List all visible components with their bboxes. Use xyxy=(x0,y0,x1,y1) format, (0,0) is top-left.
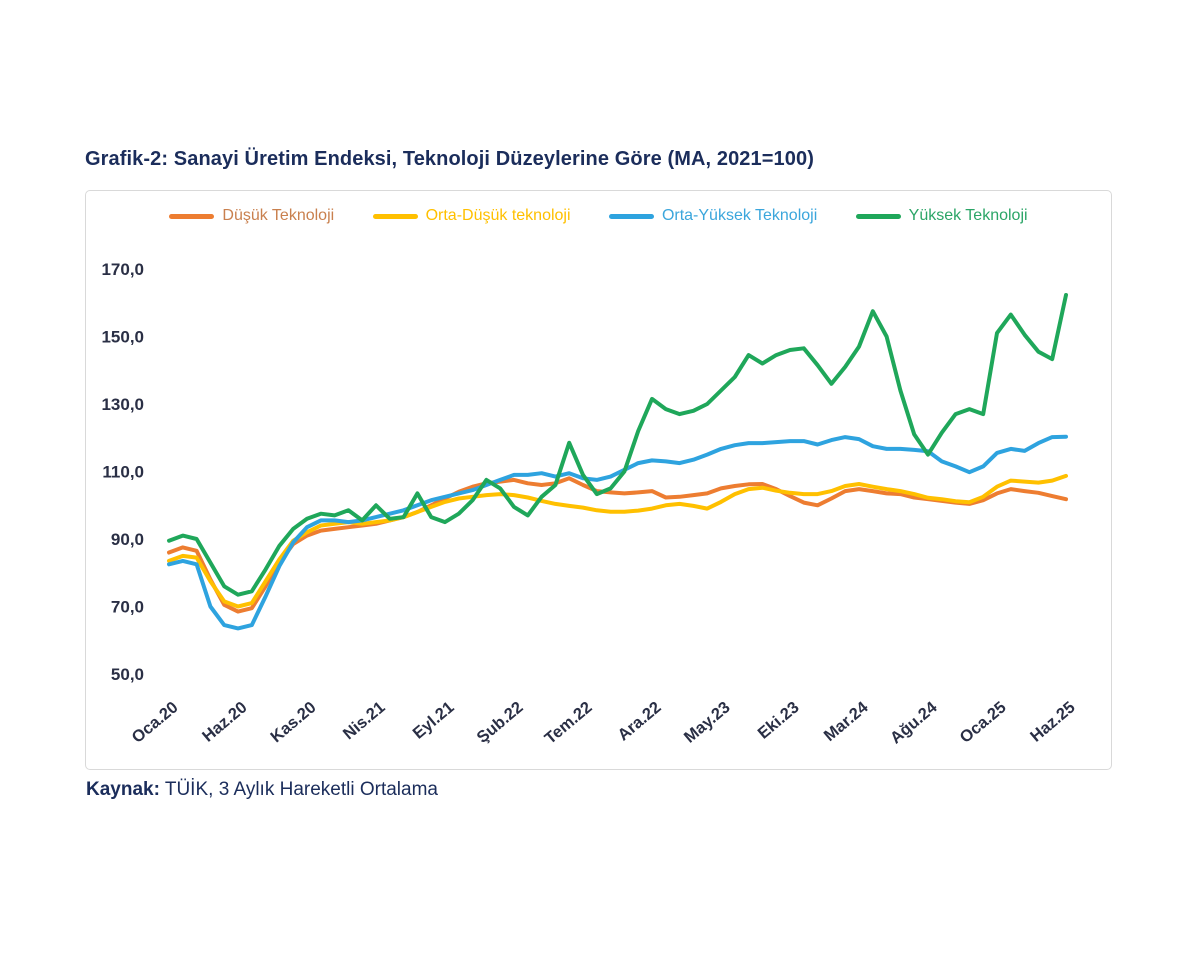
chart-legend: Düşük Teknoloji Orta-Düşük teknoloji Orta-… xyxy=(86,207,1111,225)
x-tick-label: Ara.22 xyxy=(614,698,664,744)
x-tick-label: Haz.25 xyxy=(1027,698,1079,745)
x-tick-label: May.23 xyxy=(681,698,734,746)
y-tick-label: 170,0 xyxy=(101,260,144,279)
x-tick-label: Tem.22 xyxy=(541,698,595,748)
source-text: TÜİK, 3 Aylık Hareketli Ortalama xyxy=(159,779,438,800)
source-label: Kaynak: xyxy=(86,779,160,800)
page-title: Grafik-2: Sanayi Üretim Endeksi, Teknolo… xyxy=(85,148,814,170)
legend-swatch-icon xyxy=(855,213,901,219)
series-line-d-k-teknoloji xyxy=(167,476,1068,614)
x-tick-label: Haz.20 xyxy=(199,698,251,745)
series-line-y-ksek-teknoloji xyxy=(167,293,1068,597)
x-tick-label: Ağu.24 xyxy=(887,698,941,748)
y-tick-label: 50,0 xyxy=(111,665,144,684)
x-tick-label: Kas.20 xyxy=(267,698,319,746)
y-tick-label: 110,0 xyxy=(102,463,144,482)
series-line-orta-d-k-teknoloji xyxy=(167,473,1068,609)
y-tick-label: 70,0 xyxy=(111,598,144,617)
legend-swatch-icon xyxy=(169,213,215,219)
legend-swatch-icon xyxy=(372,213,418,219)
y-tick-label: 150,0 xyxy=(101,328,144,347)
x-tick-label: Mar.24 xyxy=(821,698,873,745)
legend-item-y-ksek-teknoloji: Yüksek Teknoloji xyxy=(855,207,1028,225)
legend-label: Yüksek Teknoloji xyxy=(908,207,1028,224)
series-line-orta-y-ksek-teknoloji xyxy=(167,434,1068,631)
legend-item-orta-y-ksek-teknoloji: Orta-Yüksek Teknoloji xyxy=(608,207,818,225)
y-tick-label: 130,0 xyxy=(101,395,144,414)
y-tick-label: 90,0 xyxy=(111,530,144,549)
legend-label: Orta-Yüksek Teknoloji xyxy=(661,207,818,224)
x-tick-label: Oca.25 xyxy=(957,698,1010,747)
chart-canvas: 170,0 150,0 130,0 110,0 90,0 70,0 50,0 Oca.20 Ha… xyxy=(101,260,1079,748)
x-tick-label: Eki.23 xyxy=(754,698,802,742)
source-note: Kaynak: TÜİK, 3 Aylık Hareketli Ortalama xyxy=(86,779,438,801)
chart-card: 170,0 150,0 130,0 110,0 90,0 70,0 50,0 Oca.20 Ha… xyxy=(85,190,1112,770)
legend-item-orta-d-k-teknoloji: Orta-Düşük teknoloji xyxy=(372,207,571,225)
x-tick-label: Eyl.21 xyxy=(409,698,457,742)
x-tick-label: Oca.20 xyxy=(129,698,182,747)
x-tick-label: Nis.21 xyxy=(340,698,389,743)
legend-item-d-k-teknoloji: Düşük Teknoloji xyxy=(169,207,334,225)
legend-label: Düşük Teknoloji xyxy=(222,207,335,224)
x-tick-label: Şub.22 xyxy=(474,698,527,747)
legend-label: Orta-Düşük teknoloji xyxy=(425,207,571,224)
legend-swatch-icon xyxy=(608,213,654,219)
